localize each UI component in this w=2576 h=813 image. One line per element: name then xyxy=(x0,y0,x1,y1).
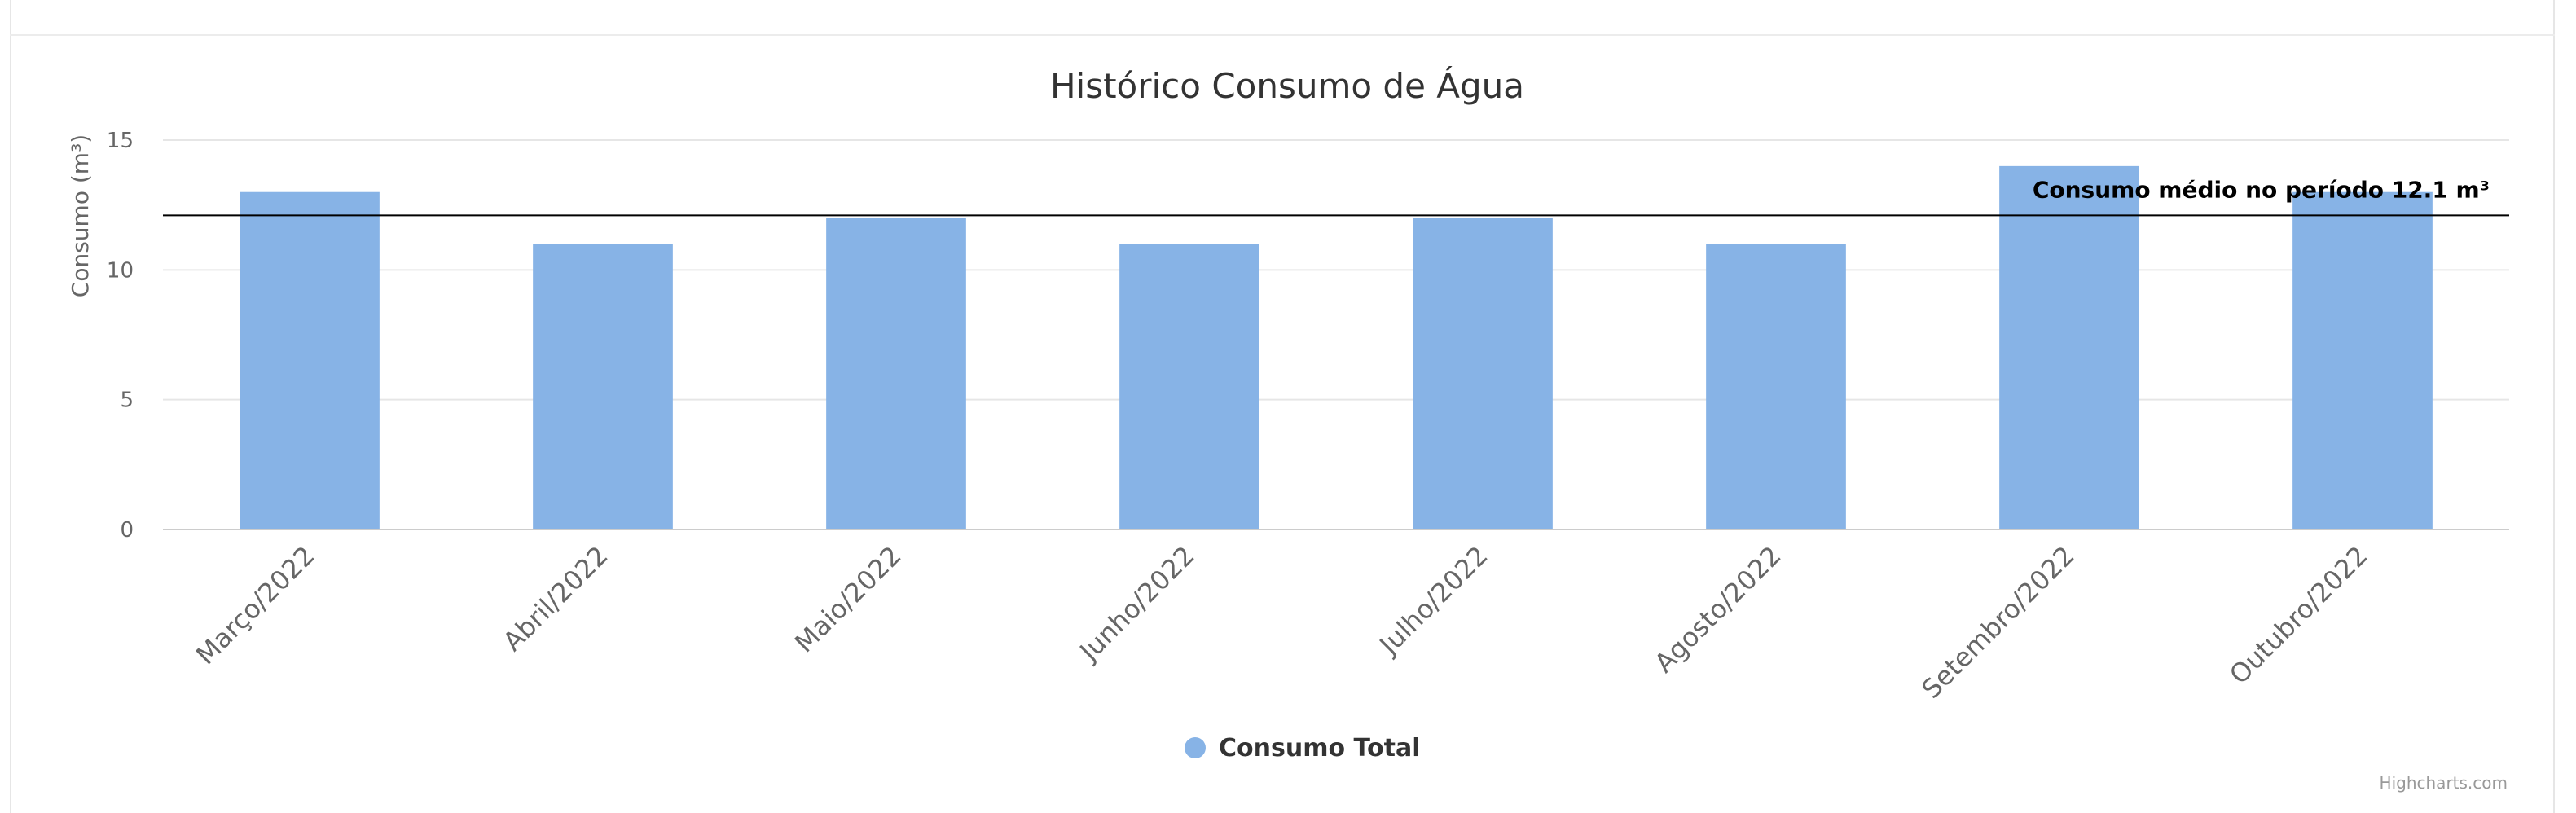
bar[interactable] xyxy=(1119,244,1259,530)
x-tick-label: Março/2022 xyxy=(190,540,321,671)
x-tick-label: Junho/2022 xyxy=(1073,540,1201,668)
bar[interactable] xyxy=(826,218,966,530)
legend-symbol[interactable] xyxy=(1185,737,1206,758)
x-tick-label: Setembro/2022 xyxy=(1915,540,2080,705)
x-tick-label: Abril/2022 xyxy=(497,540,614,657)
credits-link[interactable]: Highcharts.com xyxy=(2380,773,2508,793)
legend[interactable]: Consumo Total xyxy=(1185,734,1420,762)
x-tick-label: Outubro/2022 xyxy=(2223,540,2373,690)
x-tick-label: Agosto/2022 xyxy=(1648,540,1787,679)
bar[interactable] xyxy=(2292,191,2433,530)
bar[interactable] xyxy=(533,244,673,530)
y-tick-label: 10 xyxy=(107,258,134,283)
legend-item-consumo-total[interactable]: Consumo Total xyxy=(1219,734,1420,762)
average-plot-line-label: Consumo médio no período 12.1 m³ xyxy=(2033,176,2490,203)
y-tick-label: 5 xyxy=(120,389,134,413)
x-tick-label: Julho/2022 xyxy=(1373,540,1494,661)
y-axis-label: Consumo (m³) xyxy=(67,134,94,297)
y-tick-label: 15 xyxy=(107,129,134,153)
bar[interactable] xyxy=(1999,165,2139,530)
y-axis-ticks: 0 5 10 15 xyxy=(107,129,134,543)
bar[interactable] xyxy=(1413,218,1553,530)
bar[interactable] xyxy=(1706,244,1846,530)
x-tick-label: Maio/2022 xyxy=(789,540,908,659)
y-tick-label: 0 xyxy=(120,518,134,543)
bar[interactable] xyxy=(240,191,380,530)
bar-series xyxy=(240,165,2433,530)
chart-container xyxy=(10,0,2555,813)
x-axis-ticks: Março/2022 Abril/2022 Maio/2022 Junho/2022 J… xyxy=(190,540,2374,705)
chart-title: Histórico Consumo de Água xyxy=(1050,65,1524,106)
container-top-divider xyxy=(10,34,2555,36)
